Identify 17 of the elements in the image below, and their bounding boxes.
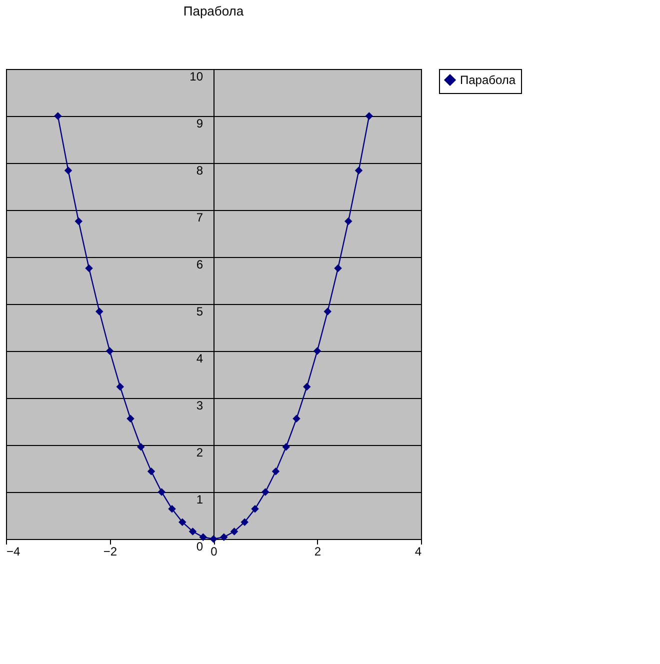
x-tick-label: −4 [6,544,21,558]
y-tick-label: 6 [196,258,204,272]
y-tick-label: 2 [196,446,204,460]
y-tick-label: 1 [196,492,204,506]
chart-title: Парабола [183,4,244,18]
y-tick-label: 3 [196,398,204,412]
y-tick-label: 10 [190,70,204,84]
y-tick-label: 4 [196,352,204,366]
legend-label: Парабола [460,73,516,87]
x-tick-label: 2 [314,544,322,558]
x-tick-label: 4 [414,544,422,558]
y-tick-label: 8 [196,164,204,178]
x-tick-label: 0 [210,544,218,558]
y-tick-label: 9 [196,116,204,130]
y-tick-label: 5 [196,304,204,318]
y-tick-label: 7 [196,210,204,224]
x-tick-label: −2 [103,544,118,558]
